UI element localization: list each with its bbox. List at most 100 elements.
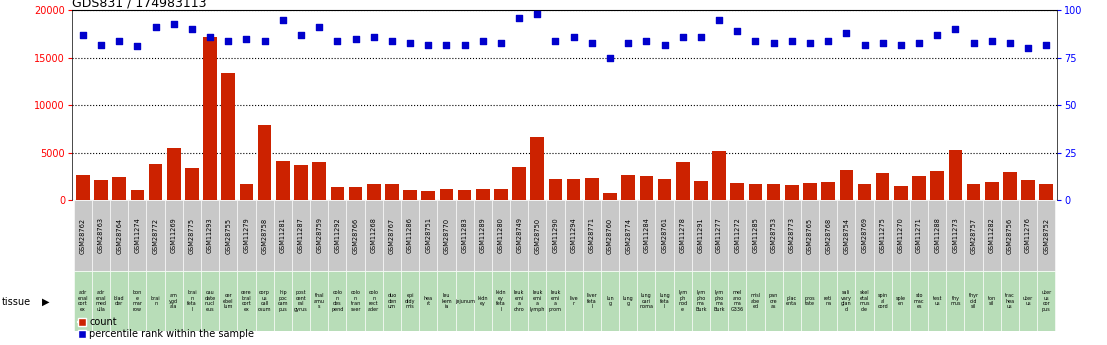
Point — [983, 38, 1001, 43]
Bar — [964, 200, 983, 271]
Bar — [674, 271, 692, 331]
Bar — [422, 190, 435, 200]
Bar — [201, 271, 219, 331]
Text: GSM28765: GSM28765 — [807, 217, 813, 254]
Text: GSM11288: GSM11288 — [934, 218, 940, 253]
Text: brai
n: brai n — [151, 296, 161, 306]
Text: brai
n
feta
l: brai n feta l — [187, 290, 197, 312]
Bar — [403, 190, 417, 200]
Bar — [894, 186, 908, 200]
Bar — [364, 271, 383, 331]
Bar — [785, 185, 798, 200]
Text: tissue: tissue — [2, 297, 31, 307]
Text: adr
enal
cort
ex: adr enal cort ex — [77, 290, 89, 312]
Point — [892, 42, 910, 47]
Point — [329, 38, 346, 43]
Bar — [800, 271, 819, 331]
Text: GSM28766: GSM28766 — [352, 217, 359, 254]
Text: lym
pho
ma
Burk: lym pho ma Burk — [713, 290, 725, 312]
Bar — [219, 271, 237, 331]
Bar — [455, 200, 474, 271]
Point — [346, 36, 364, 42]
Bar — [582, 200, 601, 271]
Bar — [110, 200, 128, 271]
Text: cau
date
nucl
eus: cau date nucl eus — [205, 290, 216, 312]
Text: liver
feta
l: liver feta l — [587, 293, 597, 309]
Bar — [92, 200, 110, 271]
Bar — [383, 271, 401, 331]
Bar — [619, 200, 638, 271]
Bar — [366, 184, 381, 200]
Text: GSM11269: GSM11269 — [170, 218, 177, 253]
Text: GSM11290: GSM11290 — [552, 218, 558, 253]
Text: GDS831 / 174983113: GDS831 / 174983113 — [72, 0, 206, 9]
Point — [510, 15, 528, 21]
Bar — [547, 271, 565, 331]
Text: GSM28756: GSM28756 — [1007, 217, 1013, 254]
Bar — [513, 167, 526, 200]
Bar — [839, 170, 853, 200]
Point — [474, 38, 492, 43]
Bar — [185, 168, 199, 200]
Bar — [800, 200, 819, 271]
Text: hip
poc
cam
pus: hip poc cam pus — [278, 290, 288, 312]
Bar — [746, 271, 765, 331]
Text: post
cent
ral
gyrus: post cent ral gyrus — [294, 290, 308, 312]
Bar — [692, 271, 710, 331]
Bar — [74, 200, 92, 271]
Text: GSM11287: GSM11287 — [298, 218, 304, 253]
Bar — [910, 200, 928, 271]
Bar — [949, 150, 962, 200]
Text: colo
n
des
pend: colo n des pend — [331, 290, 343, 312]
Point — [946, 27, 964, 32]
Bar — [804, 183, 817, 200]
Text: GSM28763: GSM28763 — [99, 217, 104, 254]
Bar — [928, 271, 946, 331]
Text: GSM11281: GSM11281 — [280, 218, 286, 253]
Bar — [765, 200, 783, 271]
Bar — [110, 271, 128, 331]
Bar — [582, 271, 601, 331]
Text: leuk
emi
a
lymph: leuk emi a lymph — [529, 290, 545, 312]
Bar — [837, 200, 856, 271]
Bar — [492, 271, 510, 331]
Bar — [1037, 271, 1055, 331]
Bar — [530, 138, 545, 200]
Text: live
r: live r — [569, 296, 578, 306]
Bar — [549, 179, 562, 200]
Bar — [1022, 180, 1035, 200]
Bar — [256, 200, 273, 271]
Point — [219, 38, 237, 43]
Bar — [658, 179, 671, 200]
Text: bon
e
mar
row: bon e mar row — [133, 290, 143, 312]
Text: spin
al
cord: spin al cord — [878, 293, 888, 309]
Bar — [148, 164, 163, 200]
Bar — [640, 176, 653, 200]
Bar — [892, 200, 910, 271]
Text: jejunum: jejunum — [455, 298, 475, 304]
Text: leuk
emi
a
chro: leuk emi a chro — [514, 290, 525, 312]
Bar — [165, 200, 183, 271]
Bar — [294, 165, 308, 200]
Point — [910, 40, 928, 46]
Bar — [292, 200, 310, 271]
Point — [711, 17, 728, 22]
Bar — [474, 200, 492, 271]
Text: blad
der: blad der — [114, 296, 124, 306]
Bar — [910, 271, 928, 331]
Text: misl
abe
ed: misl abe ed — [751, 293, 761, 309]
Bar — [204, 37, 217, 200]
Bar — [201, 200, 219, 271]
Bar — [876, 172, 890, 200]
Text: GSM28751: GSM28751 — [425, 217, 432, 254]
Bar — [510, 200, 528, 271]
Text: GSM11272: GSM11272 — [734, 218, 741, 253]
Bar — [567, 179, 580, 200]
Bar — [131, 190, 144, 200]
Bar — [584, 178, 599, 200]
Text: lym
pho
ma
Burk: lym pho ma Burk — [695, 290, 706, 312]
Point — [201, 34, 219, 40]
Bar — [1001, 200, 1020, 271]
Bar — [930, 171, 944, 200]
Bar — [856, 271, 873, 331]
